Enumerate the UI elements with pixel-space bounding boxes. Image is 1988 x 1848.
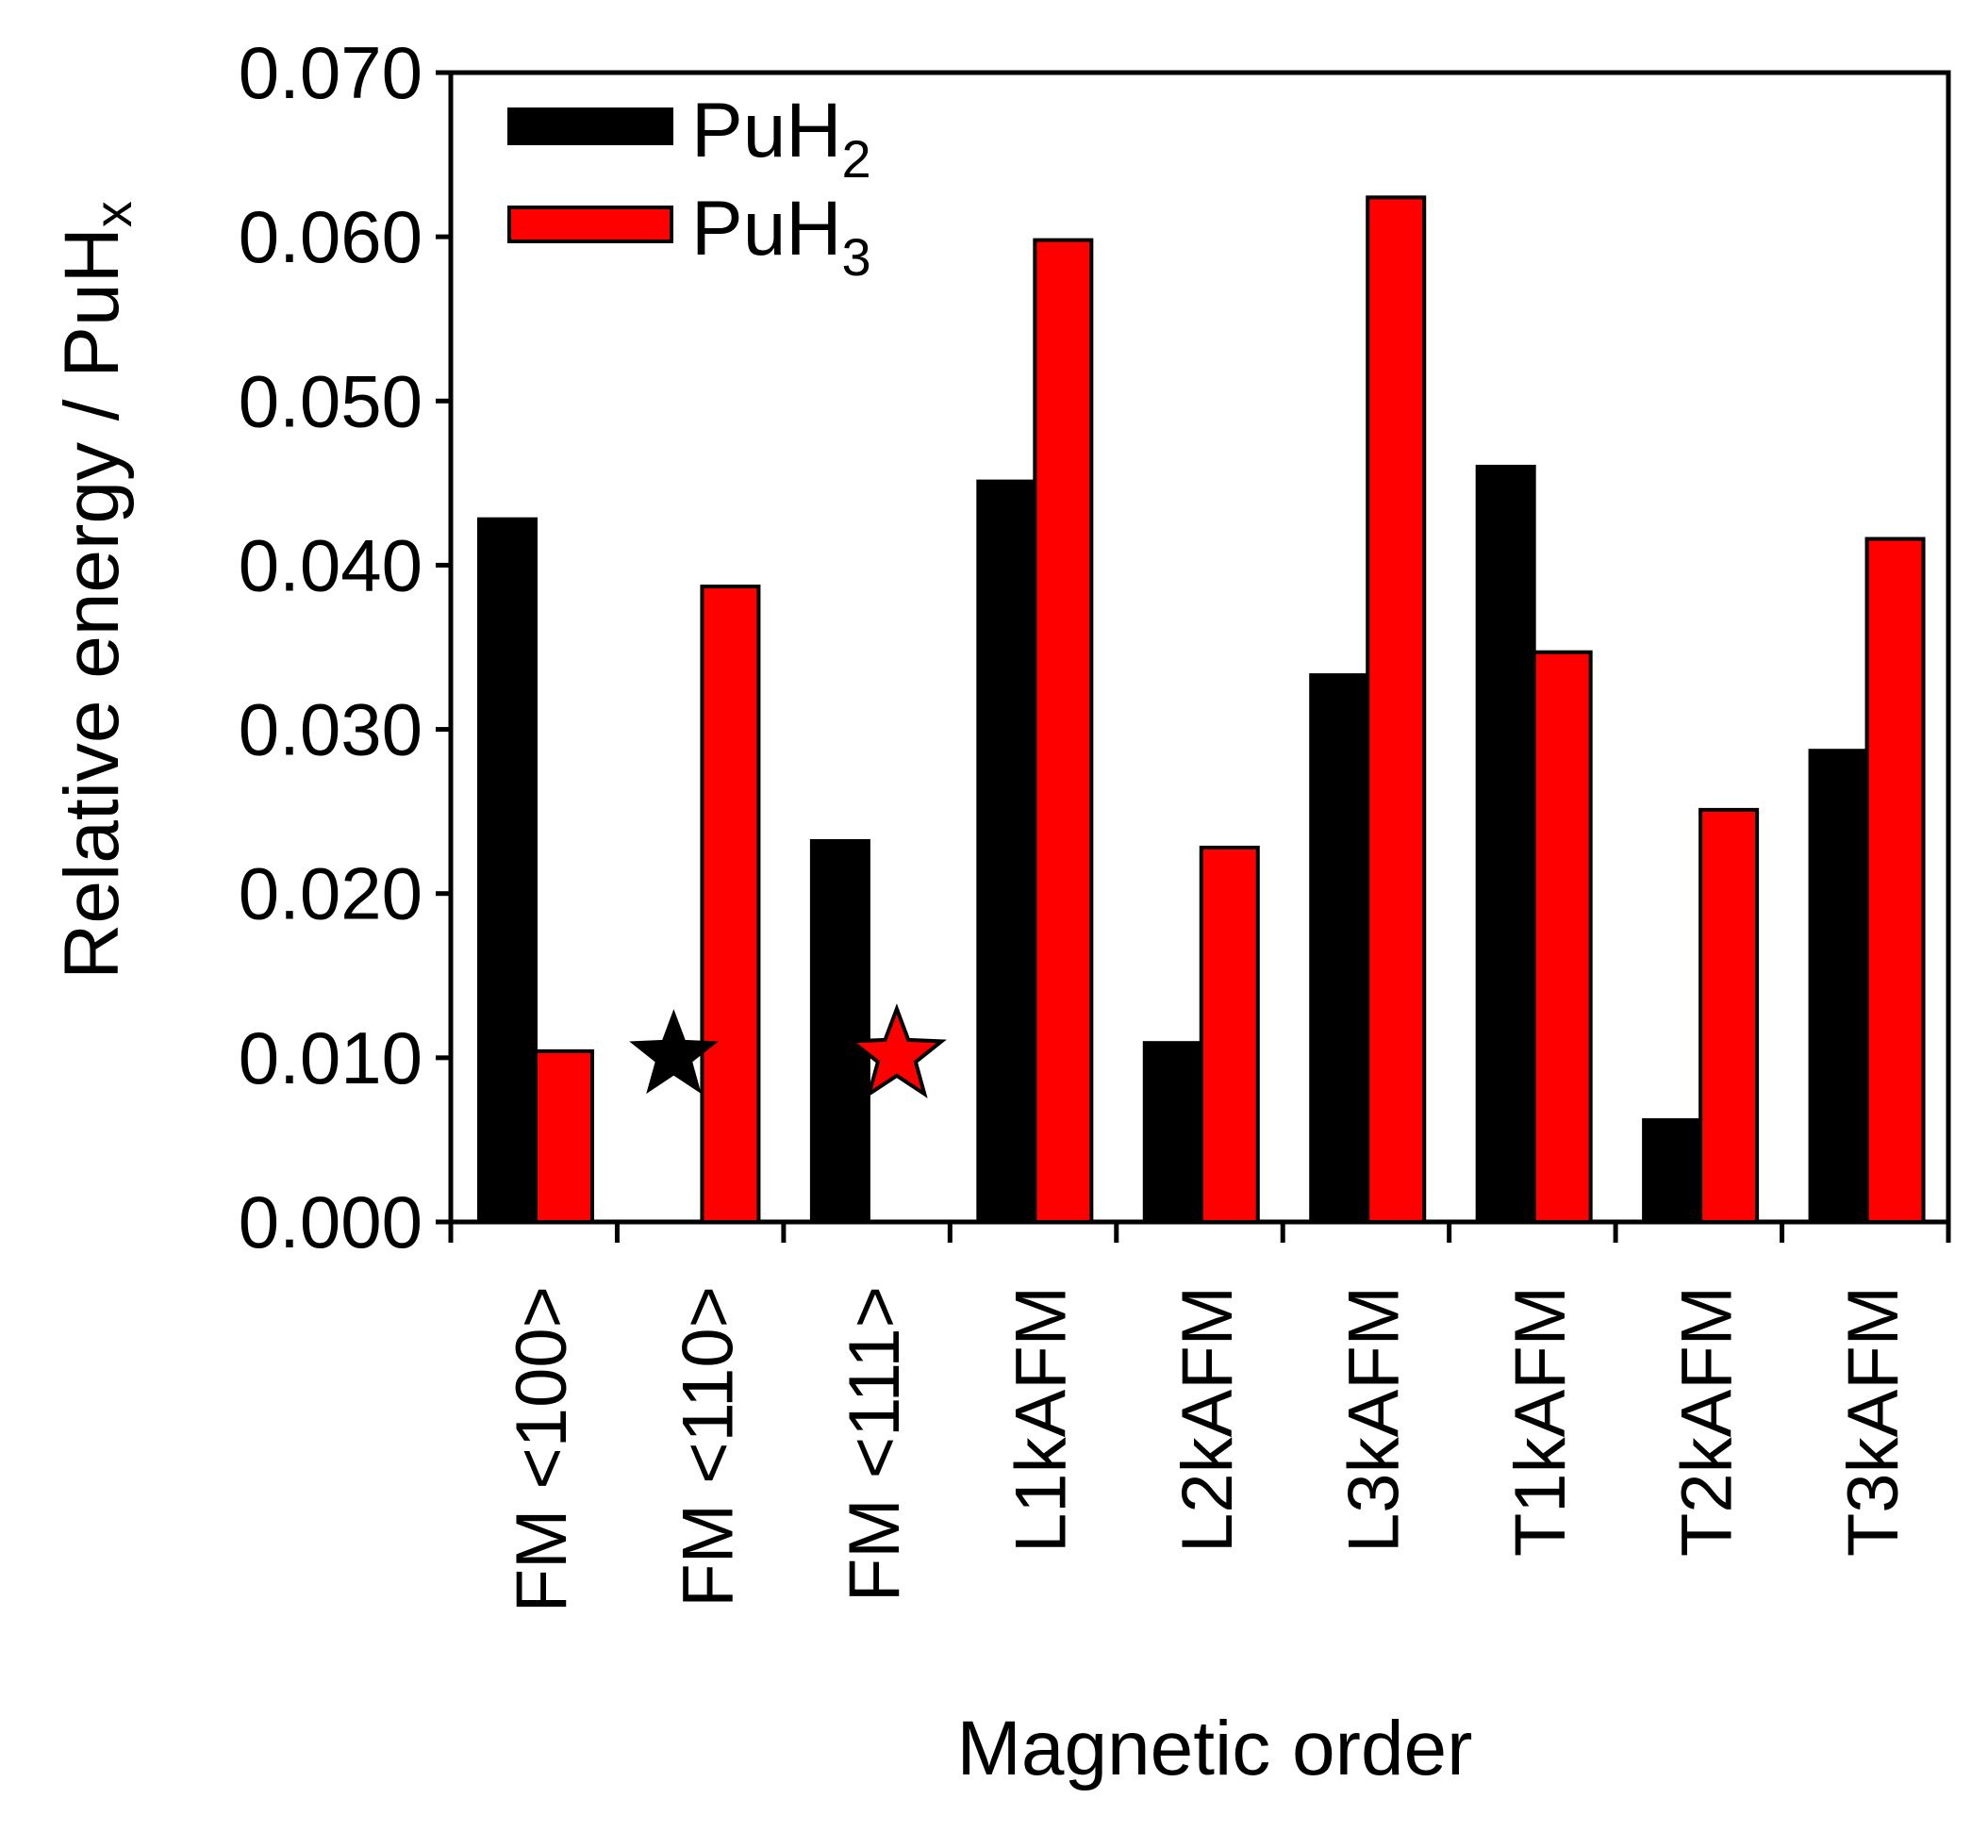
y-tick-label: 0.070 <box>239 31 422 114</box>
bar <box>1142 1041 1203 1225</box>
y-tick-label: 0.050 <box>239 359 422 442</box>
legend-label: PuH2 <box>691 88 871 189</box>
bar <box>1199 845 1260 1224</box>
y-axis-title-main: Relative energy / PuH <box>49 227 135 980</box>
star-icon <box>629 1009 719 1095</box>
legend-swatch <box>507 206 673 243</box>
bar <box>1642 1118 1703 1224</box>
legend-label-subscript: 3 <box>842 227 871 287</box>
bar <box>1033 238 1094 1224</box>
bar <box>477 517 538 1224</box>
x-category-label: FM <110> <box>669 1286 749 1608</box>
y-tick-label: 0.010 <box>239 1016 422 1099</box>
bar <box>976 479 1037 1224</box>
y-tick-label: 0.000 <box>239 1180 422 1263</box>
y-tick-label: 0.030 <box>239 688 422 771</box>
x-category-label: L2kAFM <box>1168 1286 1248 1553</box>
legend-label-name: PuH <box>691 186 842 272</box>
bar <box>1309 673 1370 1224</box>
x-category-label: FM <100> <box>502 1286 582 1612</box>
y-tick-label: 0.040 <box>239 523 422 606</box>
x-category-label: T2kAFM <box>1666 1286 1747 1557</box>
x-category-label: L1kAFM <box>1002 1286 1082 1553</box>
y-tick-label: 0.060 <box>239 195 422 278</box>
x-category-label: T1kAFM <box>1500 1286 1581 1557</box>
x-category-label: FM <111> <box>835 1286 915 1602</box>
x-category-label: T3kAFM <box>1833 1286 1913 1557</box>
y-tick-label: 0.020 <box>239 852 422 935</box>
bar <box>1698 807 1760 1224</box>
y-axis-title-subscript: x <box>83 201 142 227</box>
bar <box>1864 536 1926 1224</box>
legend-swatch <box>507 107 673 145</box>
bar <box>1475 464 1536 1224</box>
bar <box>1532 650 1593 1224</box>
x-axis-title: Magnetic order <box>957 1706 1473 1791</box>
bar <box>700 585 761 1224</box>
bar <box>1808 749 1869 1225</box>
bar <box>809 838 870 1224</box>
bar <box>534 1048 594 1225</box>
bar <box>1366 195 1427 1225</box>
legend-label-subscript: 2 <box>842 129 871 189</box>
y-axis-title: Relative energy / PuHx <box>49 201 142 980</box>
legend-label: PuH3 <box>691 186 871 287</box>
legend-label-name: PuH <box>691 88 842 173</box>
star-icon <box>846 1003 947 1098</box>
x-category-label: L3kAFM <box>1334 1286 1414 1553</box>
